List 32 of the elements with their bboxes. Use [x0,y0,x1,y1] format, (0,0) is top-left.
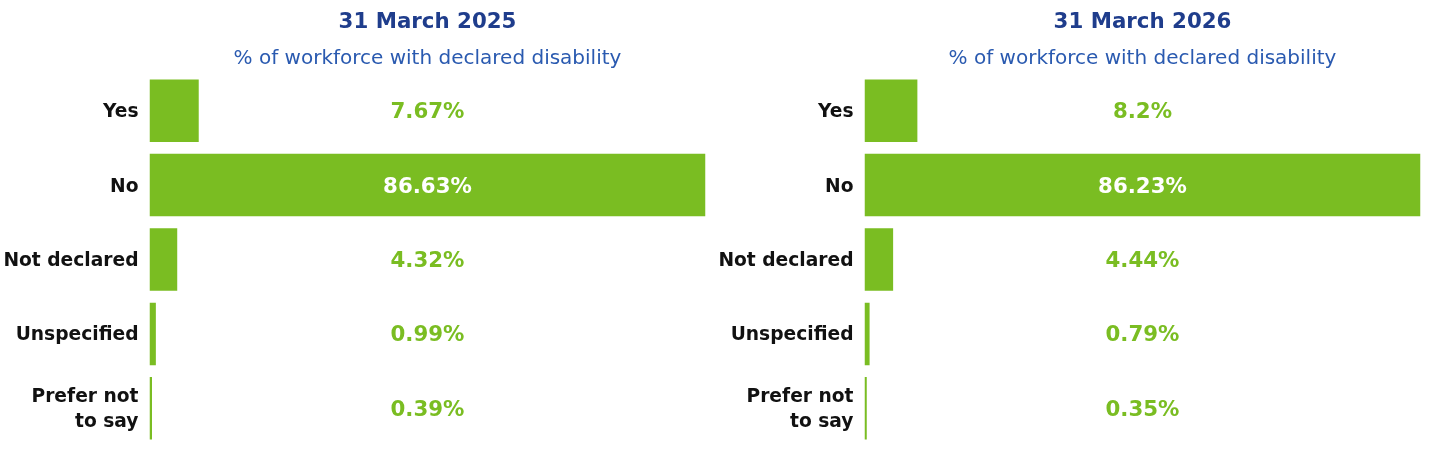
y-tick-label: Yes [101,100,139,122]
y-tick-label: Prefer not to say [746,385,854,432]
data-label: 8.2% [1112,98,1173,124]
bar [864,79,918,142]
y-tick-label: Yes [816,100,854,122]
data-label: 86.23% [1098,172,1187,198]
bar [149,228,178,291]
data-label: 0.99% [390,321,465,347]
data-label: 0.35% [1105,395,1180,421]
chart-title: 31 March 2026 [1053,7,1232,33]
data-label: 7.67% [390,98,465,124]
bar [149,79,199,142]
y-tick-label: No [110,174,139,196]
y-tick-label: Prefer not to say [31,385,139,432]
y-tick-label: Unspecified [15,323,139,345]
y-tick-label: Unspecified [730,323,854,345]
y-tick-label: Not declared [3,249,139,270]
bar [149,302,156,366]
data-label: 86.63% [383,172,472,198]
chart-subtitle: % of workforce with declared disability [233,44,622,69]
data-label: 4.32% [390,247,465,272]
data-label: 0.79% [1105,321,1180,347]
y-tick-label: No [825,174,854,196]
bar [149,153,706,217]
bar [864,302,870,366]
y-tick-label: Not declared [718,249,854,270]
chart-title: 31 March 2025 [338,7,517,33]
data-label: 0.39% [390,395,465,421]
bar [864,153,1421,217]
chart-subtitle: % of workforce with declared disability [948,44,1337,69]
bar [864,228,894,291]
data-label: 4.44% [1105,247,1180,272]
